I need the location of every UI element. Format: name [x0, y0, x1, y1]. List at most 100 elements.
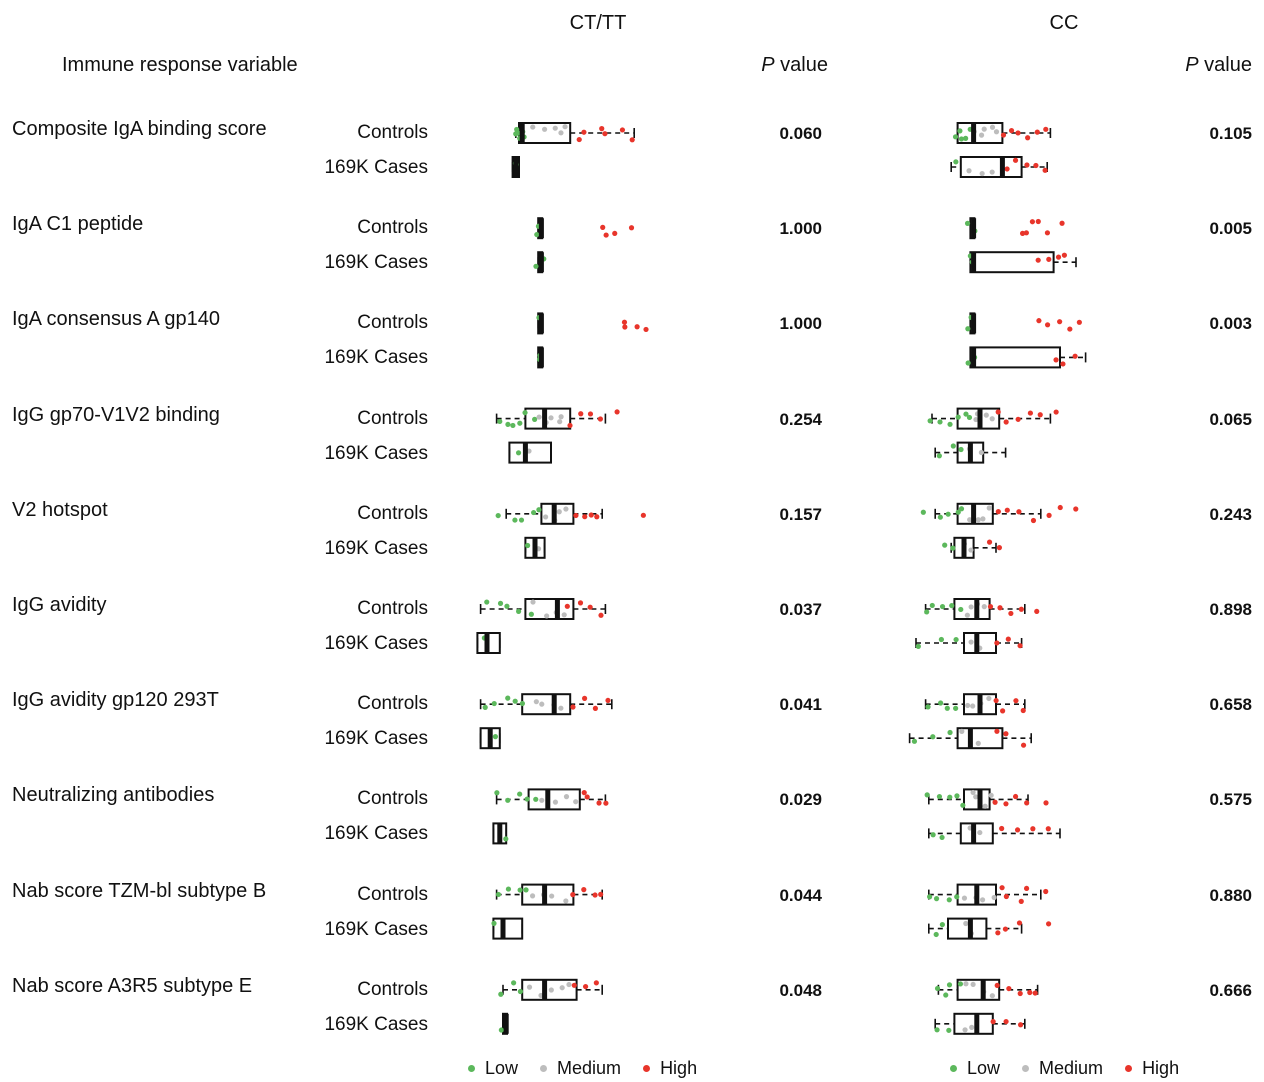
p-value-cc: 0.575	[1209, 790, 1252, 810]
data-point-high	[994, 640, 1000, 646]
p-value-header-ct-tt: P value	[761, 54, 828, 76]
data-point-high	[1034, 129, 1040, 135]
data-point-low	[497, 600, 504, 606]
data-point-medium	[982, 803, 988, 809]
box-iqr	[521, 693, 572, 716]
data-point-low	[949, 602, 955, 609]
data-point-low	[927, 894, 933, 900]
data-point-low	[930, 832, 936, 838]
data-point-medium	[544, 613, 550, 619]
box-iqr	[508, 441, 552, 464]
data-point-high	[1008, 610, 1014, 617]
data-point-low	[517, 420, 523, 426]
data-point-medium	[562, 124, 568, 130]
variable-label: Nab score TZM-bl subtype B	[12, 879, 267, 902]
data-point-low	[952, 134, 959, 140]
data-point-medium	[962, 1027, 968, 1033]
data-point-medium	[541, 126, 548, 132]
data-point-low	[518, 517, 525, 523]
data-point-high	[576, 136, 582, 143]
data-point-low	[958, 506, 965, 512]
variable-column-header: Immune response variable	[62, 54, 298, 76]
data-point-low	[957, 981, 964, 987]
data-point-high	[598, 891, 604, 897]
data-point-medium	[986, 505, 992, 511]
p-value-cc: 0.003	[1209, 314, 1252, 334]
data-point-medium	[967, 517, 973, 523]
data-point-low	[964, 220, 971, 226]
legend-cc: Low Medium High	[950, 1058, 1201, 1079]
data-point-high	[1023, 230, 1029, 236]
data-point-high	[996, 545, 1003, 551]
data-point-low	[915, 643, 921, 649]
data-point-high	[1073, 506, 1079, 512]
data-point-high	[1060, 361, 1066, 367]
data-point-medium	[539, 797, 545, 803]
group-label-cases: 169K Cases	[324, 1013, 428, 1035]
data-point-high	[1014, 827, 1021, 833]
data-point-high	[1045, 921, 1052, 927]
data-point-high	[1030, 517, 1037, 524]
data-point-low	[491, 700, 497, 707]
data-point-high	[995, 509, 1001, 515]
data-point-high	[600, 224, 606, 230]
data-point-medium	[993, 129, 1000, 135]
data-point-high	[581, 129, 587, 135]
data-point-high	[599, 126, 605, 132]
data-point-medium	[566, 981, 572, 988]
data-point-high	[999, 825, 1005, 832]
variable-label: IgG avidity	[12, 594, 107, 616]
data-point-low	[947, 421, 953, 427]
data-point-high	[1030, 826, 1036, 832]
data-point-low	[963, 135, 969, 141]
data-point-high	[1017, 643, 1023, 649]
data-point-low	[924, 792, 930, 798]
data-point-low	[505, 695, 511, 701]
group-label-cases: 169K Cases	[324, 157, 428, 178]
group-label-cases: 169K Cases	[324, 918, 428, 940]
data-point-medium	[530, 124, 536, 130]
data-point-high	[581, 695, 588, 701]
data-point-medium	[979, 170, 985, 177]
data-point-low	[531, 509, 537, 516]
legend-dot-medium	[540, 1065, 548, 1072]
data-point-high	[612, 230, 618, 237]
data-point-high	[1027, 989, 1033, 996]
data-point-medium	[529, 893, 536, 899]
data-point-low	[930, 734, 936, 740]
data-point-low	[927, 418, 933, 424]
data-point-low	[498, 991, 504, 997]
data-point-medium	[978, 449, 984, 456]
data-point-high	[1055, 254, 1062, 260]
data-point-high	[1016, 920, 1023, 926]
data-point-medium	[986, 695, 992, 702]
data-point-high	[1020, 742, 1027, 748]
box-iqr	[959, 822, 994, 845]
data-point-high	[621, 319, 628, 325]
data-point-low	[505, 421, 511, 428]
data-point-medium	[556, 509, 562, 515]
p-value-header-cc: P value	[1185, 54, 1252, 76]
data-point-high	[581, 790, 587, 796]
data-point-high	[598, 612, 604, 618]
data-point-high	[1046, 256, 1052, 262]
data-point-high	[1023, 885, 1030, 892]
data-point-high	[587, 604, 593, 610]
data-point-medium	[989, 169, 995, 175]
variable-label: Nab score A3R5 subtype E	[12, 974, 253, 997]
data-point-high	[1004, 166, 1010, 172]
data-point-low	[534, 231, 540, 238]
data-point-high	[1044, 230, 1051, 236]
data-point-high	[1057, 504, 1063, 511]
data-point-medium	[548, 987, 554, 993]
box-iqr	[956, 727, 1004, 750]
data-point-low	[911, 738, 918, 744]
data-point-medium	[964, 612, 970, 618]
data-point-low	[505, 797, 511, 803]
data-point-high	[1072, 353, 1078, 359]
data-point-medium	[965, 702, 971, 709]
data-point-medium	[969, 1024, 975, 1030]
data-point-low	[512, 517, 518, 523]
group-label-controls: Controls	[357, 502, 428, 524]
data-point-high	[1076, 319, 1082, 325]
